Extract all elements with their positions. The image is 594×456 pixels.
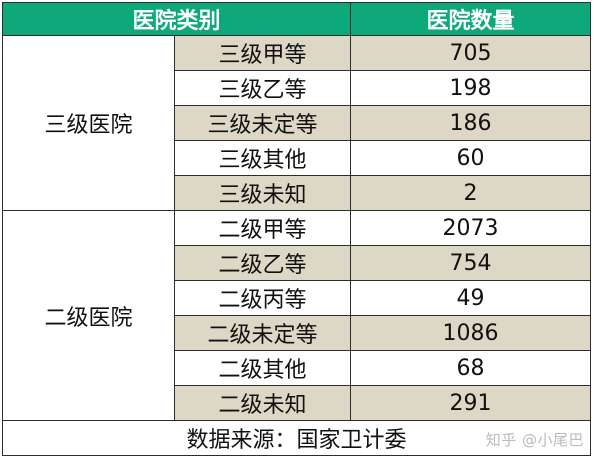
table-row: 二级其他 68 [3, 350, 592, 386]
table-row: 三级未知 2 [3, 175, 592, 211]
table-row: 二级医院 二级甲等 2073 [2, 210, 592, 421]
header-row: 医院类别 医院数量 [1, 2, 592, 36]
hospital-type: 二级未知 [173, 385, 352, 421]
group-label-tier3: 三级医院 [2, 35, 175, 211]
table-row: 二级未知 291 [3, 385, 592, 421]
hospital-count: 186 [350, 105, 592, 141]
data-source-note: 数据来源：国家卫计委 [1, 420, 592, 456]
footer-row: 数据来源：国家卫计委 [1, 420, 592, 456]
hospital-type: 三级甲等 [173, 35, 352, 71]
header-category: 医院类别 [1, 2, 352, 36]
hospital-type: 三级未知 [173, 175, 352, 211]
hospital-count: 68 [350, 350, 592, 386]
hospital-count: 49 [350, 280, 592, 316]
hospital-type: 二级甲等 [173, 210, 352, 246]
hospital-type: 三级其他 [173, 140, 352, 176]
hospital-type: 二级其他 [173, 350, 352, 386]
hospital-type: 三级乙等 [173, 70, 352, 106]
hospital-count: 754 [350, 245, 592, 281]
hospital-type: 二级丙等 [173, 280, 352, 316]
hospital-count: 291 [350, 385, 592, 421]
hospital-count: 1086 [350, 315, 592, 351]
hospital-count: 2073 [350, 210, 592, 246]
hospital-type: 二级乙等 [173, 245, 352, 281]
table-row: 三级乙等 198 [3, 70, 592, 106]
table-row: 三级医院 三级甲等 705 [2, 35, 592, 211]
group-label-tier2: 二级医院 [2, 210, 175, 421]
hospital-count: 60 [350, 140, 592, 176]
hospital-count: 198 [350, 70, 592, 106]
table-row: 二级未定等 1086 [3, 315, 592, 351]
hospital-type: 三级未定等 [173, 105, 352, 141]
table-row: 三级其他 60 [3, 140, 592, 176]
hospital-type: 二级未定等 [173, 315, 352, 351]
header-count: 医院数量 [350, 2, 592, 36]
table-row: 二级乙等 754 [3, 245, 592, 281]
hospital-count: 2 [350, 175, 592, 211]
table-row: 二级丙等 49 [3, 280, 592, 316]
hospital-count: 705 [350, 35, 592, 71]
watermark: 知乎 @小尾巴 [485, 431, 584, 449]
